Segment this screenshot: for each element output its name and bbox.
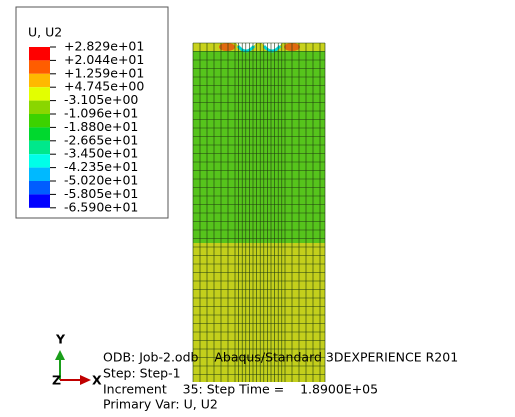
top-band — [193, 43, 325, 51]
info-increment: Increment 35: Step Time = 1.8900E+05 — [103, 382, 378, 397]
legend-swatch — [29, 114, 50, 127]
hot-spot — [219, 43, 235, 51]
legend-swatch — [29, 141, 50, 154]
legend-swatch — [29, 181, 50, 194]
mesh — [193, 43, 325, 382]
legend-swatch — [29, 154, 50, 167]
legend-swatch — [29, 74, 50, 87]
legend-title: U, U2 — [28, 25, 62, 40]
legend-swatch — [29, 60, 50, 73]
viewport: U, U2 +2.829e+01+2.044e+01+1.259e+01+4.7… — [0, 0, 515, 413]
legend-swatch — [29, 127, 50, 140]
legend-swatch — [29, 87, 50, 100]
y-arrowhead — [55, 350, 65, 360]
legend-swatch — [29, 101, 50, 114]
triad-x: X — [92, 373, 102, 388]
info-step: Step: Step-1 — [103, 366, 181, 381]
legend-swatch — [29, 194, 50, 207]
legend-swatch — [29, 168, 50, 181]
legend: +2.829e+01+2.044e+01+1.259e+01+4.745e+00… — [29, 39, 144, 215]
x-arrowhead — [80, 375, 91, 385]
info-primary-var: Primary Var: U, U2 — [103, 397, 218, 412]
legend-label: -6.590e+01 — [64, 199, 138, 214]
info-odb: ODB: Job-2.odb Abaqus/Standard 3DEXPERIE… — [103, 350, 458, 365]
triad-y: Y — [55, 332, 66, 347]
triad-z: Z — [52, 373, 61, 388]
legend-swatch — [29, 47, 50, 60]
